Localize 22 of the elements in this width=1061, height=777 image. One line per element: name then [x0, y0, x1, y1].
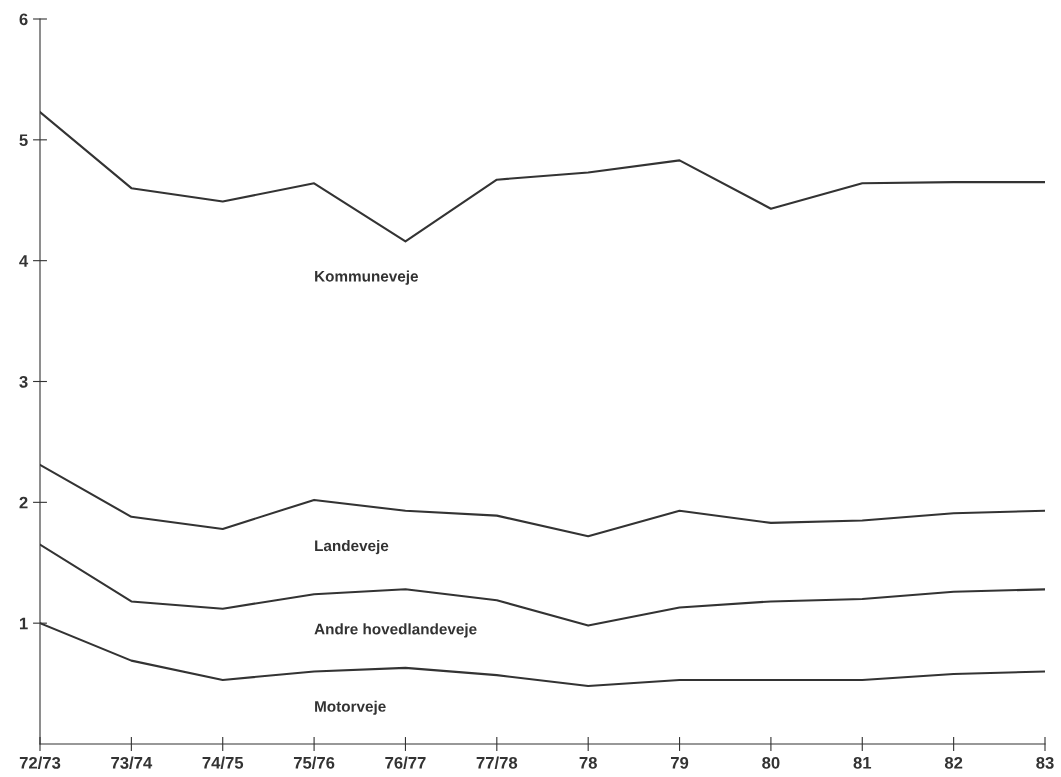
- x-tick-label: 82: [944, 756, 963, 769]
- x-tick-label: 83: [1036, 756, 1054, 769]
- y-tick-label: 2: [19, 496, 28, 509]
- series-label: Andre hovedlandeveje: [314, 623, 477, 638]
- x-tick-label: 78: [579, 756, 597, 769]
- x-tick-label: 75/76: [293, 756, 335, 769]
- series-label: Motorveje: [315, 700, 386, 715]
- x-tick-label: 81: [853, 756, 872, 769]
- y-tick-label: 4: [19, 255, 29, 267]
- x-tick-label: 72/73: [19, 756, 61, 769]
- x-tick-label: 80: [762, 756, 780, 769]
- y-tick-label: 5: [19, 134, 28, 147]
- y-tick-label: 6: [19, 13, 28, 26]
- x-tick-label: 77/78: [476, 756, 518, 769]
- text: Kommuneveje: [315, 270, 418, 285]
- x-tick-label: 73/74: [111, 756, 153, 769]
- x-tick-label: 76/77: [385, 756, 426, 769]
- text: Landeveje: [315, 539, 389, 555]
- y-tick-label: 3: [19, 375, 28, 388]
- y-tick-label: 1: [19, 617, 28, 630]
- x-tick-label: 79: [670, 756, 689, 769]
- x-tick-label: 74/75: [202, 756, 244, 769]
